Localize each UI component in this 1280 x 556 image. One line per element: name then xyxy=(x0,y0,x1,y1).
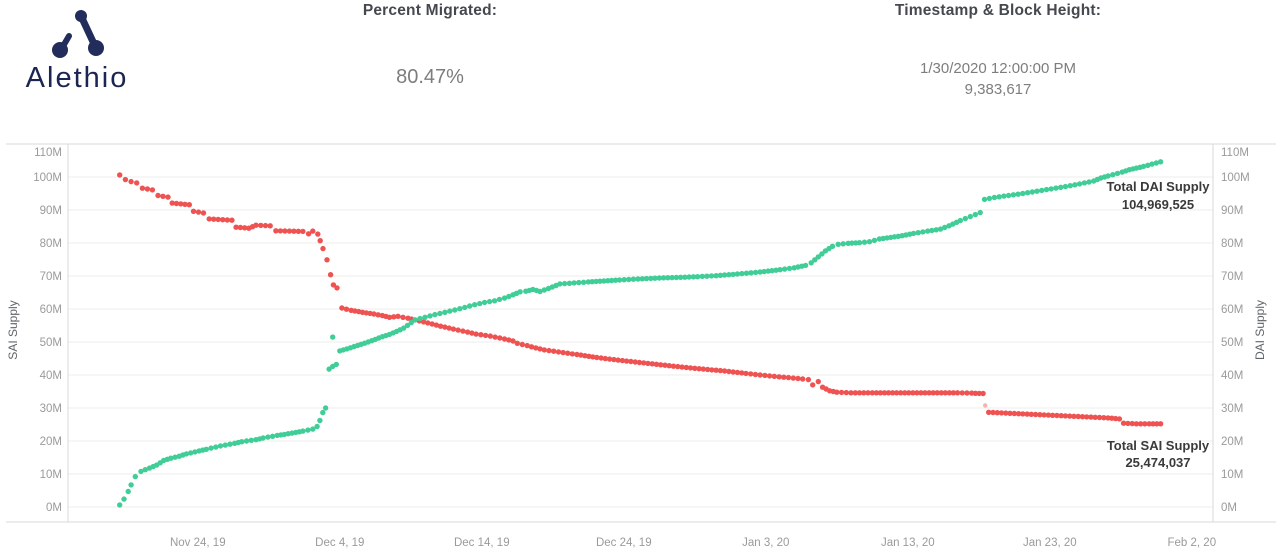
timestamp-value: 1/30/2020 12:00:00 PM xyxy=(920,60,1076,77)
x-tick-label: Jan 13, 20 xyxy=(881,537,935,549)
percent-migrated-label: Percent Migrated: xyxy=(362,2,498,19)
timestamp-block-metric: Timestamp & Block Height: 1/30/2020 12:0… xyxy=(860,0,1136,100)
percent-migrated-value: 80.47% xyxy=(396,66,464,88)
right-tick-label: 100M xyxy=(1221,172,1250,184)
outlier-point xyxy=(983,403,988,408)
left-tick-label: 50M xyxy=(40,337,62,349)
left-axis-title: SAI Supply xyxy=(6,300,20,359)
timestamp-block-label: Timestamp & Block Height: xyxy=(894,2,1102,19)
right-axis-title: DAI Supply xyxy=(1253,300,1267,360)
outlier-point xyxy=(324,257,330,263)
left-tick-label: 70M xyxy=(40,271,62,283)
left-tick-label: 100M xyxy=(33,172,62,184)
right-tick-label: 0M xyxy=(1221,502,1237,514)
right-tick-label: 40M xyxy=(1221,370,1243,382)
series-annotations: Total DAI Supply 104,969,525 Total SAI Sup… xyxy=(1106,179,1210,470)
x-tick-label: Dec 24, 19 xyxy=(596,537,652,549)
x-tick-label: Nov 24, 19 xyxy=(170,537,226,549)
right-tick-label: 20M xyxy=(1221,436,1243,448)
left-tick-label: 40M xyxy=(40,370,62,382)
block-height-value: 9,383,617 xyxy=(964,81,1032,98)
total-dai-supply-series[interactable] xyxy=(117,159,1164,508)
total-sai-supply-value: 25,474,037 xyxy=(1125,455,1190,470)
alethio-logo-icon xyxy=(52,10,104,58)
right-tick-label: 90M xyxy=(1221,205,1243,217)
x-tick-label: Dec 14, 19 xyxy=(454,537,510,549)
total-sai-supply-label: Total SAI Supply xyxy=(1107,438,1210,453)
y-axis-tick-labels: 0M 10M 20M 30M 40M 50M 60M 70M 80M 90M 100M 110M 0M 1… xyxy=(33,147,1250,514)
left-tick-label: 80M xyxy=(40,238,62,250)
right-tick-label: 30M xyxy=(1221,403,1243,415)
total-dai-supply-value: 104,969,525 xyxy=(1122,197,1194,212)
alethio-logo[interactable]: Alethio xyxy=(18,8,136,95)
x-tick-label: Feb 2, 20 xyxy=(1168,537,1217,549)
x-tick-label: Jan 3, 20 xyxy=(742,537,789,549)
percent-migrated-metric: Percent Migrated: 80.47% xyxy=(300,0,560,89)
gridlines xyxy=(6,143,1276,523)
left-tick-label: 110M xyxy=(34,147,62,159)
axis-titles: SAI Supply DAI Supply xyxy=(6,300,1267,360)
left-tick-label: 60M xyxy=(40,304,62,316)
x-tick-label: Dec 4, 19 xyxy=(315,537,364,549)
x-axis-tick-labels: Nov 24, 19 Dec 4, 19 Dec 14, 19 Dec 24, 19 J… xyxy=(170,537,1216,549)
total-sai-supply-series[interactable] xyxy=(117,172,1164,427)
right-tick-label: 50M xyxy=(1221,337,1243,349)
x-tick-label: Jan 23, 20 xyxy=(1023,537,1077,549)
left-tick-label: 90M xyxy=(40,205,62,217)
right-tick-label: 60M xyxy=(1221,304,1243,316)
left-tick-label: 20M xyxy=(40,436,62,448)
right-tick-label: 70M xyxy=(1221,271,1243,283)
total-dai-supply-label: Total DAI Supply xyxy=(1106,179,1210,194)
left-tick-label: 10M xyxy=(40,469,62,481)
right-tick-label: 10M xyxy=(1221,469,1243,481)
header: Alethio Percent Migrated: 80.47% Timesta… xyxy=(0,0,1280,130)
right-tick-label: 110M xyxy=(1221,147,1249,159)
outlier-point xyxy=(330,334,336,340)
alethio-wordmark: Alethio xyxy=(25,62,129,94)
left-tick-label: 30M xyxy=(40,403,62,415)
right-tick-label: 80M xyxy=(1221,238,1243,250)
left-tick-label: 0M xyxy=(46,502,62,514)
